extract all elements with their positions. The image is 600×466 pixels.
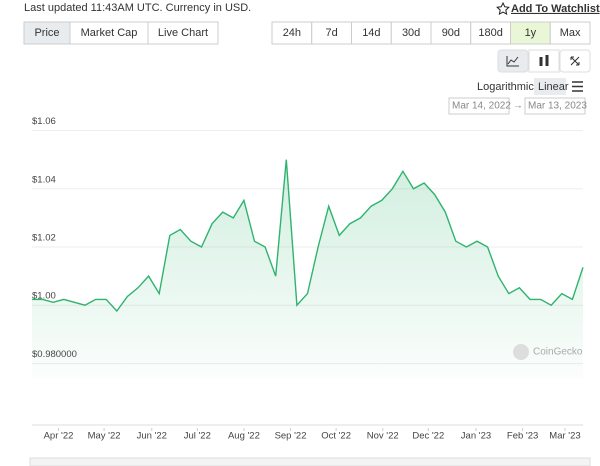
watchlist-link[interactable]: Add To Watchlist bbox=[511, 3, 600, 15]
y-tick-label: $1.00 bbox=[32, 291, 56, 302]
tab-group: Price Market Cap Live Chart bbox=[23, 21, 219, 45]
x-tick-label: Aug '22 bbox=[228, 431, 260, 442]
x-tick-label: Apr '22 bbox=[44, 431, 74, 442]
range-group: 24h 7d 14d 30d 90d 180d 1y Max bbox=[271, 21, 591, 45]
x-tick-label: Feb '23 bbox=[507, 431, 538, 442]
scale-option[interactable]: Linear bbox=[538, 81, 569, 93]
range-label[interactable]: 7d bbox=[326, 27, 338, 39]
range-label[interactable]: Max bbox=[560, 27, 581, 39]
candle-chart-button[interactable] bbox=[528, 49, 560, 73]
date-from[interactable]: Mar 14, 2022 bbox=[452, 101, 511, 112]
x-tick-label: Jul '22 bbox=[184, 431, 211, 442]
line-icon bbox=[506, 56, 519, 67]
fullscreen-icon bbox=[570, 56, 580, 66]
star-icon[interactable] bbox=[496, 1, 510, 16]
x-tick-label: Oct '22 bbox=[321, 431, 351, 442]
updated-note: Last updated 11:43AM UTC. Currency in US… bbox=[24, 2, 251, 14]
menu-icon[interactable] bbox=[572, 81, 583, 92]
scale-selected-bg bbox=[534, 78, 566, 95]
date-from-box[interactable] bbox=[448, 97, 510, 115]
range-label[interactable]: 180d bbox=[478, 27, 502, 39]
x-tick-label: Sep '22 bbox=[275, 431, 307, 442]
tab[interactable] bbox=[147, 21, 219, 45]
x-tick-label: Jun '22 bbox=[137, 431, 167, 442]
y-tick-label: $1.06 bbox=[32, 116, 56, 127]
watermark-logo bbox=[513, 344, 529, 360]
range-label[interactable]: 90d bbox=[442, 27, 460, 39]
range-label[interactable]: 1y bbox=[525, 27, 537, 39]
range-label[interactable]: 30d bbox=[402, 27, 420, 39]
scale-option[interactable]: Logarithmic bbox=[477, 81, 534, 93]
tab-label[interactable]: Market Cap bbox=[81, 27, 138, 39]
date-to[interactable]: Mar 13, 2023 bbox=[528, 101, 587, 112]
chart-type-buttons bbox=[497, 49, 591, 73]
navigator[interactable] bbox=[29, 457, 591, 466]
x-tick-label: May '22 bbox=[88, 431, 121, 442]
x-tick-label: Jan '23 bbox=[461, 431, 491, 442]
area bbox=[32, 159, 583, 378]
range-label[interactable]: 14d bbox=[362, 27, 380, 39]
arrow: → bbox=[513, 101, 523, 112]
date-to-box[interactable] bbox=[524, 97, 586, 115]
range-label[interactable]: 24h bbox=[283, 27, 301, 39]
candle-icon bbox=[539, 55, 549, 66]
tab-label[interactable]: Price bbox=[34, 27, 59, 39]
x-tick-label: Dec '22 bbox=[412, 431, 444, 442]
y-tick-label: $1.04 bbox=[32, 174, 56, 185]
tab-label[interactable]: Live Chart bbox=[158, 27, 208, 39]
y-tick-label: $1.02 bbox=[32, 233, 56, 244]
x-tick-label: Nov '22 bbox=[367, 431, 399, 442]
watermark: CoinGecko bbox=[533, 347, 583, 358]
range-button[interactable] bbox=[549, 21, 591, 45]
x-tick-label: Mar '23 bbox=[549, 431, 580, 442]
price-line bbox=[32, 159, 584, 313]
